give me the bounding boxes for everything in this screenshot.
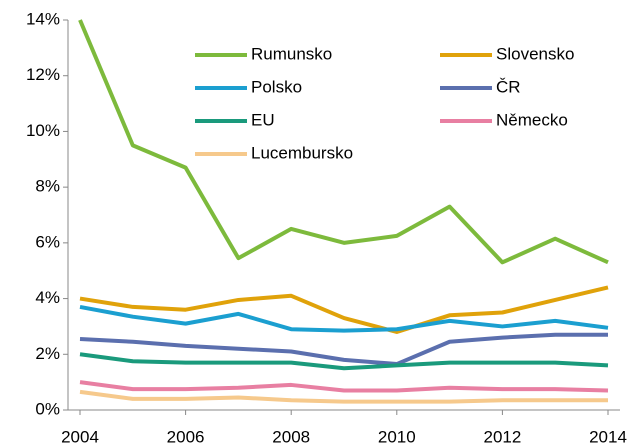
series-line [79, 332, 608, 367]
legend-label: EU [251, 110, 275, 129]
x-tick-label: 2008 [272, 427, 310, 446]
legend-label: Lucembursko [251, 143, 353, 162]
legend-label: ČR [496, 77, 521, 96]
y-tick-label: 10% [26, 121, 60, 140]
x-tick-label: 2014 [589, 427, 627, 446]
x-tick-label: 2012 [483, 427, 521, 446]
series-line [78, 19, 609, 265]
y-tick-label: 2% [35, 344, 60, 363]
series-line [79, 304, 609, 333]
x-tick-label: 2004 [61, 427, 99, 446]
legend-label: Rumunsko [251, 44, 332, 63]
y-tick-label: 8% [35, 177, 60, 196]
series-line [79, 352, 609, 371]
y-tick-label: 14% [26, 9, 60, 28]
series-line [79, 389, 608, 404]
legend-label: Německo [496, 110, 568, 129]
series-line [79, 380, 609, 393]
x-tick-label: 2006 [167, 427, 205, 446]
legend-label: Polsko [251, 77, 302, 96]
y-tick-label: 6% [35, 232, 60, 251]
series-line [79, 285, 609, 334]
x-tick-label: 2010 [378, 427, 416, 446]
legend-label: Slovensko [496, 44, 574, 63]
y-tick-label: 0% [35, 399, 60, 418]
y-tick-label: 12% [26, 65, 60, 84]
y-tick-label: 4% [35, 288, 60, 307]
